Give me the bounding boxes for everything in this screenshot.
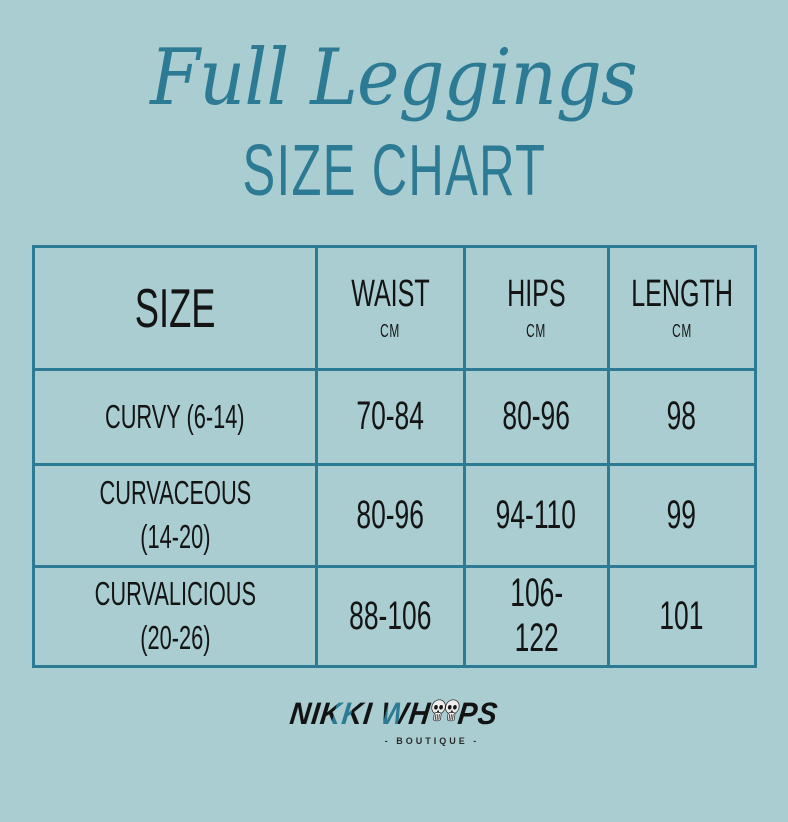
cell-hips: 106-122	[462, 564, 610, 668]
cell-hips: 94-110	[462, 462, 610, 568]
cell-waist: 70-84	[315, 367, 466, 466]
column-header-hips-unit: CM	[526, 321, 547, 342]
page-subtitle: SIZE CHART	[0, 130, 788, 211]
cell-length: 98	[606, 367, 757, 466]
size-label: CURVALICIOUS (20-26)	[94, 574, 256, 657]
size-table: SIZE WAIST CM HIPS CM LENGTH	[31, 244, 757, 668]
column-header-waist-unit: CM	[380, 321, 401, 342]
cell-size: CURVALICIOUS (20-26)	[31, 564, 319, 668]
page-title: Full Leggings	[0, 33, 788, 124]
brand-name-part2: PS	[455, 695, 501, 731]
page-subtitle-text: SIZE CHART	[242, 130, 546, 211]
size-chart-graphic: Full Leggings SIZE CHART SIZE WAIST CM H…	[0, 33, 788, 822]
column-header-hips: HIPS CM	[462, 244, 610, 371]
cell-length: 101	[606, 564, 757, 668]
waist-value: 70-84	[356, 394, 425, 439]
length-value: 101	[659, 593, 704, 638]
waist-value: 88-106	[349, 593, 432, 638]
page-title-text: Full Leggings	[150, 33, 639, 123]
column-header-hips-label: HIPS	[506, 273, 566, 316]
waist-value: 80-96	[356, 492, 425, 537]
column-header-waist-label: WAIST	[351, 273, 430, 316]
cell-waist: 80-96	[315, 462, 466, 568]
cell-length: 99	[606, 462, 757, 568]
size-label: CURVACEOUS (14-20)	[99, 473, 251, 556]
table-row: CURVALICIOUS (20-26) 88-106 106-122 101	[31, 564, 757, 668]
column-header-hips-group: HIPS CM	[466, 273, 607, 342]
skull-icon	[428, 694, 448, 730]
cell-hips: 80-96	[462, 367, 610, 466]
brand-name: NIKKI WH PS	[288, 694, 501, 734]
skull-icon	[441, 694, 461, 730]
cell-size: CURVACEOUS (14-20)	[31, 462, 319, 568]
brand-boutique-label: - BOUTIQUE -	[384, 735, 480, 746]
length-value: 98	[667, 394, 697, 439]
hips-value: 80-96	[502, 394, 570, 439]
brand-name-part1: NIKKI WH	[287, 695, 433, 731]
hips-value: 106-122	[509, 571, 563, 661]
column-header-length-label: LENGTH	[630, 273, 733, 316]
column-header-length-group: LENGTH CM	[610, 273, 754, 342]
table-header-row: SIZE WAIST CM HIPS CM LENGTH	[31, 244, 757, 371]
table-row: CURVY (6-14) 70-84 80-96 98	[31, 367, 757, 466]
table-row: CURVACEOUS (14-20) 80-96 94-110 99	[31, 462, 757, 568]
cell-waist: 88-106	[315, 564, 466, 668]
size-label: CURVY (6-14)	[105, 397, 245, 435]
column-header-size-label: SIZE	[134, 276, 216, 339]
column-header-waist: WAIST CM	[315, 244, 466, 371]
column-header-length-unit: CM	[671, 321, 692, 342]
hips-value: 94-110	[496, 492, 577, 537]
column-header-length: LENGTH CM	[606, 244, 757, 371]
column-header-size: SIZE	[31, 244, 319, 371]
cell-size: CURVY (6-14)	[31, 367, 319, 466]
brand-logo: NIKKI WH PS - BOUTIQUE -	[0, 694, 788, 746]
length-value: 99	[667, 492, 697, 537]
column-header-waist-group: WAIST CM	[318, 273, 462, 342]
